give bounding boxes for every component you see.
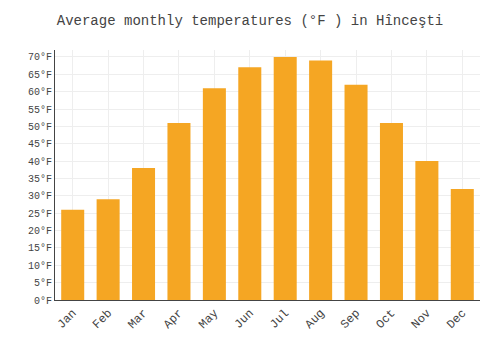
svg-text:Average monthly temperatures (: Average monthly temperatures (°F ) in Hî…: [57, 13, 443, 29]
svg-text:20°F: 20°F: [28, 226, 52, 237]
svg-text:55°F: 55°F: [28, 105, 52, 116]
svg-text:Jan: Jan: [55, 307, 80, 332]
svg-text:Nov: Nov: [409, 307, 434, 332]
svg-text:Jul: Jul: [267, 307, 292, 332]
svg-text:60°F: 60°F: [28, 87, 52, 98]
svg-text:Jun: Jun: [232, 307, 257, 332]
svg-text:Aug: Aug: [303, 307, 328, 332]
svg-text:Sep: Sep: [338, 307, 363, 332]
svg-text:Mar: Mar: [125, 307, 150, 332]
svg-text:30°F: 30°F: [28, 191, 52, 202]
svg-text:Oct: Oct: [373, 307, 398, 332]
svg-text:25°F: 25°F: [28, 209, 52, 220]
svg-text:15°F: 15°F: [28, 243, 52, 254]
svg-text:65°F: 65°F: [28, 70, 52, 81]
svg-text:5°F: 5°F: [34, 278, 52, 289]
svg-text:45°F: 45°F: [28, 139, 52, 150]
svg-text:70°F: 70°F: [28, 52, 52, 63]
svg-text:May: May: [196, 307, 221, 332]
svg-text:Apr: Apr: [161, 307, 186, 332]
svg-text:40°F: 40°F: [28, 157, 52, 168]
svg-text:10°F: 10°F: [28, 261, 52, 272]
svg-text:Dec: Dec: [444, 307, 469, 332]
svg-text:Feb: Feb: [90, 307, 115, 332]
svg-text:35°F: 35°F: [28, 174, 52, 185]
svg-text:50°F: 50°F: [28, 122, 52, 133]
svg-text:0°F: 0°F: [34, 296, 52, 307]
